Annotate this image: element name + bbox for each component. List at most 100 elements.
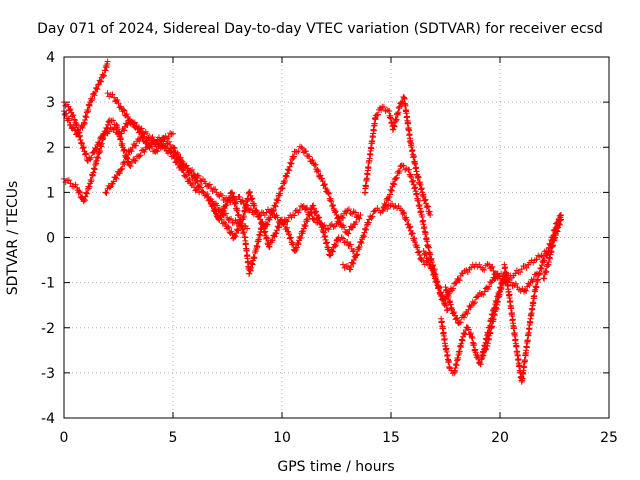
trace-marker — [150, 137, 157, 144]
trace-marker — [100, 73, 107, 80]
trace-marker — [349, 259, 356, 266]
trace-marker — [184, 165, 191, 172]
trace-marker — [325, 190, 332, 197]
data-point — [311, 216, 318, 223]
trace-marker — [332, 242, 339, 249]
trace-marker — [121, 107, 128, 114]
trace-marker — [347, 241, 354, 248]
trace-marker — [543, 268, 550, 275]
trace-marker — [86, 183, 93, 190]
trace-marker — [162, 144, 169, 151]
data-points — [61, 58, 565, 385]
trace-marker — [536, 269, 543, 276]
trace-marker — [409, 178, 416, 185]
trace-marker — [123, 111, 130, 118]
trace-marker — [401, 210, 408, 217]
trace-marker — [254, 209, 261, 216]
trace-marker — [62, 102, 69, 109]
trace-marker — [232, 217, 239, 224]
trace-marker — [425, 257, 432, 264]
series-track-3 — [61, 99, 176, 164]
trace-marker — [410, 177, 417, 184]
trace-marker — [290, 241, 297, 248]
trace-marker — [80, 144, 87, 151]
y-tick-label: 4 — [46, 50, 55, 66]
trace-marker — [138, 134, 145, 141]
trace-marker — [288, 160, 295, 167]
trace-marker — [290, 153, 297, 160]
data-point — [292, 248, 299, 255]
trace-marker — [247, 205, 254, 212]
trace-marker — [96, 139, 103, 146]
trace-marker — [235, 227, 242, 234]
trace-marker — [273, 196, 280, 203]
data-point — [67, 180, 74, 187]
trace-marker — [175, 154, 182, 161]
trace-marker — [451, 309, 458, 316]
trace-marker — [538, 266, 545, 273]
y-tick-label: 2 — [46, 140, 55, 156]
trace-marker — [321, 181, 328, 188]
trace-marker — [98, 135, 105, 142]
trace-marker — [337, 236, 344, 243]
trace-marker — [256, 212, 263, 219]
trace-marker — [132, 142, 139, 149]
trace-marker — [130, 120, 137, 127]
trace-marker — [97, 78, 104, 85]
trace-marker — [541, 257, 548, 264]
trace-marker — [556, 217, 563, 224]
trace-marker — [523, 264, 530, 271]
series-track-12 — [438, 270, 510, 377]
y-tick-label: 0 — [46, 231, 55, 247]
trace-marker — [431, 270, 438, 277]
trace-marker — [523, 287, 530, 294]
x-tick-label: 5 — [169, 430, 178, 446]
trace-marker — [205, 197, 212, 204]
trace-marker — [167, 130, 174, 137]
data-point — [78, 139, 85, 146]
trace-marker — [358, 239, 365, 246]
trace-marker — [461, 314, 468, 321]
trace-marker — [83, 151, 90, 158]
data-point — [102, 189, 109, 196]
trace-marker — [389, 200, 396, 207]
trace-marker — [272, 202, 279, 209]
trace-marker — [274, 197, 281, 204]
trace-marker — [264, 221, 271, 228]
trace-marker — [149, 134, 156, 141]
trace-marker — [118, 130, 125, 137]
trace-marker — [403, 214, 410, 221]
x-axis-label: GPS time / hours — [277, 459, 394, 475]
trace-marker — [340, 214, 347, 221]
trace-marker — [407, 223, 414, 230]
data-point — [411, 239, 418, 246]
trace-marker — [385, 197, 392, 204]
trace-marker — [193, 177, 200, 184]
trace-marker — [76, 189, 83, 196]
trace-marker — [111, 125, 118, 132]
series-track-13 — [442, 270, 541, 327]
trace-marker — [213, 213, 220, 220]
trace-marker — [284, 224, 291, 231]
trace-marker — [353, 219, 360, 226]
trace-marker — [293, 244, 300, 251]
trace-marker — [424, 202, 431, 209]
trace-marker — [187, 168, 194, 175]
trace-marker — [389, 180, 396, 187]
trace-marker — [71, 116, 78, 123]
trace-marker — [356, 243, 363, 250]
trace-marker — [408, 174, 415, 181]
trace-marker — [400, 209, 407, 216]
trace-marker — [325, 226, 332, 233]
trace-marker — [480, 291, 487, 298]
trace-marker — [233, 226, 240, 233]
trace-marker — [500, 280, 507, 287]
trace-marker — [295, 241, 302, 248]
trace-marker — [67, 106, 74, 113]
trace-marker — [287, 159, 294, 166]
trace-marker — [239, 197, 246, 204]
trace-marker — [95, 140, 102, 147]
trace-marker — [338, 234, 345, 241]
trace-marker — [433, 276, 440, 283]
trace-marker — [272, 203, 279, 210]
